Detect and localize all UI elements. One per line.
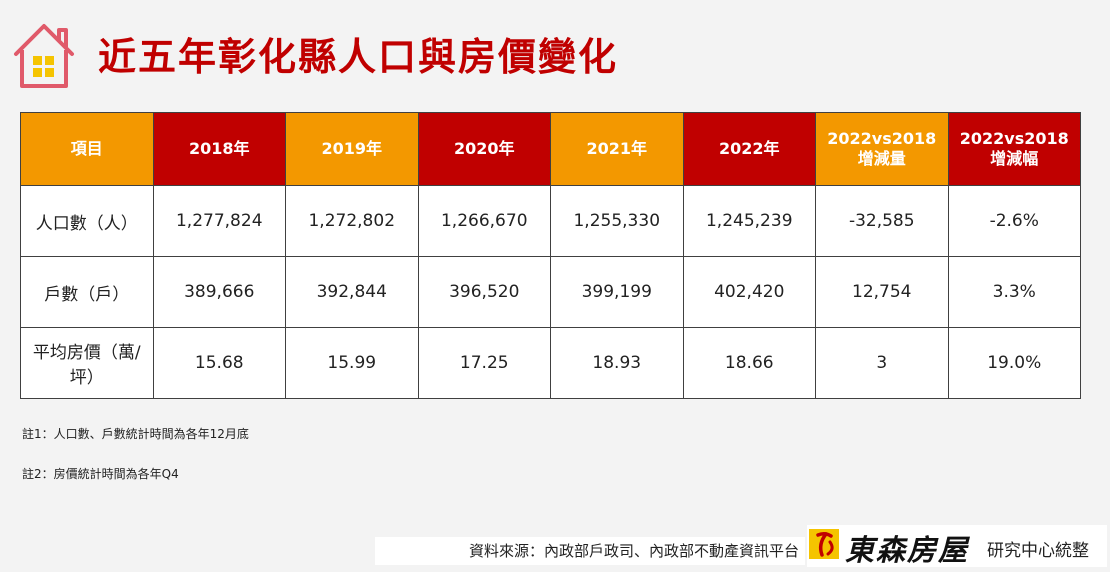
cell-value: 1,272,802 <box>285 185 419 257</box>
header-2018: 2018年 <box>152 112 286 186</box>
cell-value: 399,199 <box>550 256 684 328</box>
cell-value: 1,255,330 <box>550 185 684 257</box>
cell-value: 15.68 <box>152 327 286 399</box>
cell-value: 15.99 <box>285 327 419 399</box>
header-change-pct: 2022vs2018 增減幅 <box>947 112 1081 186</box>
cell-value: 389,666 <box>152 256 286 328</box>
cell-value: 18.66 <box>682 327 816 399</box>
cell-change: 12,754 <box>815 256 949 328</box>
table-header-row: 項目 2018年 2019年 2020年 2021年 2022年 2022vs2… <box>20 112 1081 186</box>
table-row: 平均房價（萬/坪） 15.68 15.99 17.25 18.93 18.66 … <box>20 327 1081 399</box>
house-icon <box>14 24 74 88</box>
table-row: 人口數（人） 1,277,824 1,272,802 1,266,670 1,2… <box>20 185 1081 257</box>
row-label: 人口數（人） <box>20 185 154 257</box>
header-change: 2022vs2018 增減量 <box>815 112 949 186</box>
footnote-1: 註1：人口數、戶數統計時間為各年12月底 <box>22 427 249 441</box>
cell-change-pct: -2.6% <box>947 185 1081 257</box>
cell-value: 402,420 <box>682 256 816 328</box>
header-2022: 2022年 <box>682 112 816 186</box>
brand-subtitle: 研究中心統整 <box>987 541 1089 561</box>
cell-change: 3 <box>815 327 949 399</box>
cell-value: 1,277,824 <box>152 185 286 257</box>
row-label: 戶數（戶） <box>20 256 154 328</box>
table-row: 戶數（戶） 389,666 392,844 396,520 399,199 40… <box>20 256 1081 328</box>
cell-value: 1,266,670 <box>417 185 551 257</box>
footnote-2: 註2：房價統計時間為各年Q4 <box>22 467 179 481</box>
data-source: 資料來源：內政部戶政司、內政部不動產資訊平台 <box>375 537 805 565</box>
cell-value: 392,844 <box>285 256 419 328</box>
header-2020: 2020年 <box>417 112 551 186</box>
cell-value: 18.93 <box>550 327 684 399</box>
row-label: 平均房價（萬/坪） <box>20 327 154 399</box>
header-item: 項目 <box>20 112 154 186</box>
brand-logo: 東森房屋 研究中心統整 <box>807 525 1107 567</box>
brand-logo-icon <box>809 529 839 559</box>
cell-change-pct: 19.0% <box>947 327 1081 399</box>
brand-name: 東森房屋 <box>845 533 970 567</box>
cell-change-pct: 3.3% <box>947 256 1081 328</box>
cell-change: -32,585 <box>815 185 949 257</box>
page-title: 近五年彰化縣人口與房價變化 <box>98 35 619 79</box>
cell-value: 1,245,239 <box>682 185 816 257</box>
population-price-table: 項目 2018年 2019年 2020年 2021年 2022年 2022vs2… <box>20 112 1081 399</box>
header-2019: 2019年 <box>285 112 419 186</box>
header-2021: 2021年 <box>550 112 684 186</box>
cell-value: 396,520 <box>417 256 551 328</box>
cell-value: 17.25 <box>417 327 551 399</box>
